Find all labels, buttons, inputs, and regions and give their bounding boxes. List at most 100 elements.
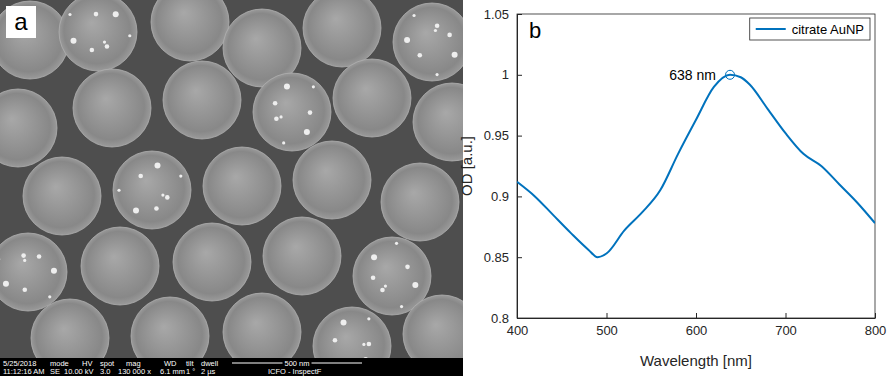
speckle xyxy=(304,129,310,135)
speckle xyxy=(452,52,458,58)
sphere xyxy=(223,293,301,358)
speckle xyxy=(282,141,285,144)
speckle xyxy=(128,34,131,37)
figure: 5/25/2018modeHVspotmagWDtiltdwell11:12:1… xyxy=(0,0,894,376)
y-tick-mark xyxy=(517,75,522,76)
speckle xyxy=(274,116,279,121)
annotation: 638 nm xyxy=(669,67,716,83)
speckle xyxy=(400,305,403,308)
sphere xyxy=(113,151,191,229)
speckle xyxy=(405,265,410,270)
x-tick: 800 xyxy=(865,313,887,338)
speckle xyxy=(68,13,71,16)
y-tick-mark xyxy=(517,136,522,137)
y-tick: 0.95 xyxy=(484,128,522,143)
x-axis-line xyxy=(518,318,876,319)
speckle xyxy=(90,48,95,53)
sphere xyxy=(263,217,341,295)
speckle xyxy=(395,242,398,245)
speckle xyxy=(138,174,143,179)
y-tick-mark xyxy=(517,318,522,319)
x-tick: 700 xyxy=(775,313,797,338)
x-tick: 600 xyxy=(686,313,708,338)
sphere xyxy=(23,157,101,235)
sphere xyxy=(293,141,371,219)
sphere xyxy=(81,227,159,305)
speckle xyxy=(22,287,27,292)
speckle xyxy=(412,282,418,288)
info-value: ICFO - InspectF xyxy=(268,367,322,376)
speckle xyxy=(434,29,437,32)
series-line xyxy=(517,75,875,257)
y-tick-label: 0.95 xyxy=(484,128,509,143)
speckle xyxy=(341,319,347,325)
info-value: 6.1 mm xyxy=(160,367,185,376)
speckle xyxy=(273,101,278,106)
info-value: 2 µs xyxy=(201,367,216,376)
speckle xyxy=(435,23,440,28)
y-tick-label: 0.85 xyxy=(484,250,509,265)
speckle xyxy=(371,254,377,260)
y-tick-label: 0.9 xyxy=(491,189,509,204)
speckle xyxy=(284,83,290,89)
sphere xyxy=(173,223,251,301)
speckle xyxy=(179,174,182,177)
sphere xyxy=(313,307,391,358)
speckle xyxy=(312,85,315,88)
speckle xyxy=(48,295,51,298)
y-tick-mark xyxy=(517,196,522,197)
x-tick-mark xyxy=(696,313,697,318)
sphere xyxy=(59,0,137,71)
sphere xyxy=(253,73,331,151)
y-tick: 0.85 xyxy=(484,250,522,265)
speckle xyxy=(161,193,164,196)
y-tick-label: 0.8 xyxy=(491,311,509,326)
x-tick-label: 800 xyxy=(865,323,887,338)
x-tick-label: 500 xyxy=(596,323,618,338)
speckle xyxy=(380,288,385,293)
speckle xyxy=(362,343,365,346)
speckle xyxy=(37,254,42,259)
sphere xyxy=(0,89,57,167)
speckle xyxy=(105,44,110,49)
plot-area xyxy=(517,70,875,257)
info-value: SE xyxy=(50,367,60,376)
y-axis-line xyxy=(517,15,518,319)
info-value: 10.00 kV xyxy=(64,367,94,376)
panel-label-box xyxy=(6,6,36,38)
sphere xyxy=(0,1,69,79)
x-tick-label: 700 xyxy=(775,323,797,338)
sphere xyxy=(131,297,209,358)
speckle xyxy=(279,115,282,118)
sphere xyxy=(0,233,67,311)
sphere xyxy=(163,61,241,139)
info-value: 130 000 x xyxy=(118,367,151,376)
speckle xyxy=(367,342,372,347)
y-tick: 1 xyxy=(502,67,522,82)
speckle xyxy=(367,317,370,320)
y-tick-mark xyxy=(517,257,522,258)
sphere xyxy=(381,163,459,241)
legend-box xyxy=(750,18,870,40)
speckle xyxy=(363,357,368,358)
sphere xyxy=(403,295,463,358)
sphere xyxy=(333,59,411,137)
scale-bar-gap xyxy=(282,359,311,367)
legend: citrate AuNP xyxy=(750,18,870,40)
speckle xyxy=(94,12,99,17)
speckle xyxy=(23,259,26,262)
info-value: 3.0 xyxy=(100,367,110,376)
panel-label: b xyxy=(529,18,541,43)
sphere xyxy=(413,83,463,161)
speckle xyxy=(154,163,160,169)
speckle xyxy=(417,53,422,58)
speckle xyxy=(113,11,119,17)
sphere xyxy=(31,299,109,358)
annotation-marker xyxy=(726,70,735,79)
y-tick-label: 1 xyxy=(502,67,509,82)
panel-label: a xyxy=(14,8,28,35)
y-tick-mark xyxy=(517,14,522,15)
sphere xyxy=(73,69,151,147)
speckle xyxy=(154,206,159,211)
speckle xyxy=(435,73,438,76)
